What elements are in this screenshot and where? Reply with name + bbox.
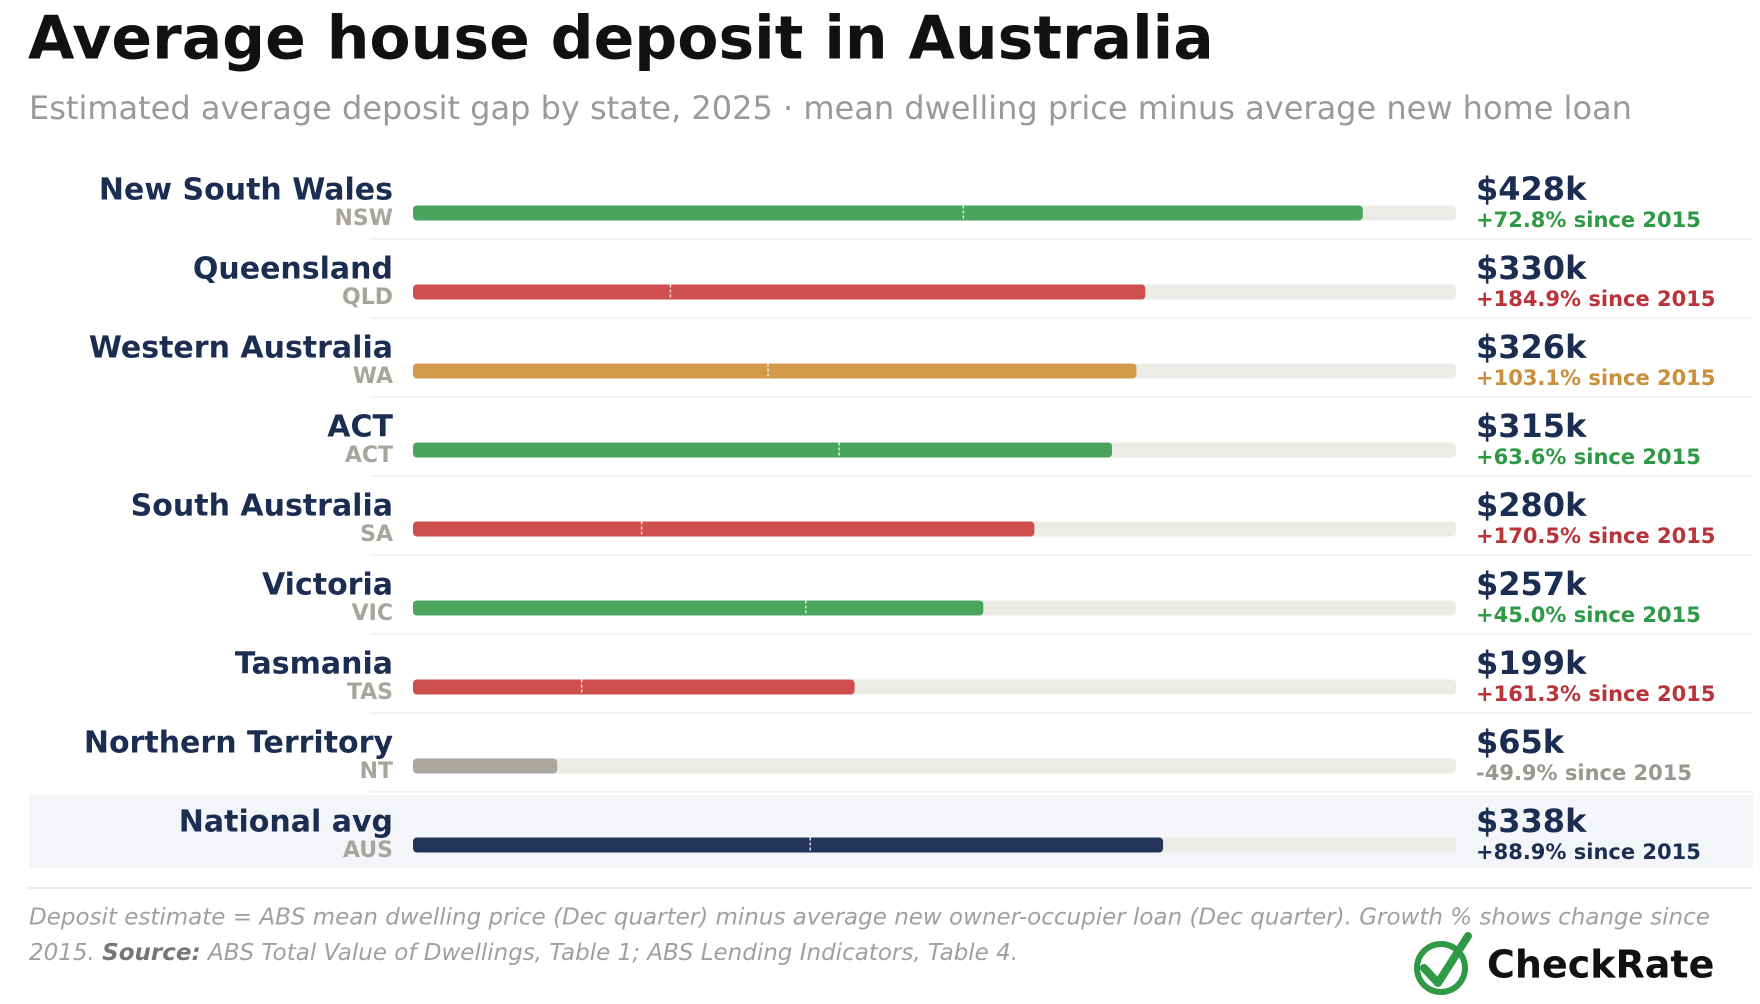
category-label: Tasmania [235, 647, 393, 682]
value-label: $315k [1476, 407, 1587, 445]
category-label: New South Wales [99, 173, 393, 208]
category-label: Queensland [193, 252, 393, 287]
chart-subtitle: Estimated average deposit gap by state, … [29, 89, 1632, 127]
category-code: TAS [347, 680, 393, 705]
category-label: National avg [179, 805, 393, 840]
category-code: WA [353, 364, 393, 389]
growth-label: +72.8% since 2015 [1476, 208, 1701, 232]
bar [413, 363, 1137, 379]
value-label: $428k [1476, 170, 1587, 208]
bar [413, 521, 1035, 537]
logo: CheckRate [1414, 932, 1714, 995]
growth-label: +63.6% since 2015 [1476, 445, 1701, 469]
growth-label: +161.3% since 2015 [1476, 682, 1715, 706]
value-label: $338k [1476, 802, 1587, 840]
logo-circle [1414, 941, 1468, 995]
category-label: South Australia [131, 489, 393, 524]
bar [413, 837, 1164, 853]
value-label: $330k [1476, 249, 1587, 287]
bar [413, 679, 855, 695]
bar [413, 600, 984, 616]
source: ABS Total Value of Dwellings, Table 1; A… [206, 940, 1018, 966]
footnote: Deposit estimate = ABS mean dwelling pri… [29, 905, 1710, 931]
source-line: 2015. Source: ABS Total Value of Dwellin… [29, 940, 1018, 966]
logo-check [1420, 932, 1472, 987]
category-code: NSW [334, 206, 393, 231]
growth-label: +170.5% since 2015 [1476, 524, 1715, 548]
brand: CheckRate [1487, 943, 1714, 987]
growth-label: +184.9% since 2015 [1476, 287, 1715, 311]
value-label: $280k [1476, 486, 1587, 524]
category-code: QLD [342, 285, 393, 310]
highlight-band [29, 795, 1753, 868]
value-label: $199k [1476, 644, 1587, 682]
growth-label: -49.9% since 2015 [1476, 761, 1692, 785]
category-code: ACT [345, 443, 393, 468]
category-label: ACT [327, 410, 393, 445]
category-code: VIC [352, 601, 393, 626]
bar [413, 758, 558, 774]
growth-label: +88.9% since 2015 [1476, 840, 1701, 864]
category-label: Northern Territory [84, 726, 394, 761]
value-label: $65k [1476, 723, 1565, 761]
category-code: AUS [343, 838, 393, 863]
value-label: $257k [1476, 565, 1587, 603]
value-label: $326k [1476, 328, 1587, 366]
category-code: NT [360, 759, 393, 784]
bar-track [413, 758, 1456, 774]
bar [413, 205, 1363, 221]
source-label: Source: [102, 940, 201, 966]
bar [413, 442, 1113, 458]
footnote-end: 2015. [29, 940, 95, 966]
category-label: Victoria [262, 568, 393, 603]
growth-label: +103.1% since 2015 [1476, 366, 1715, 390]
category-label: Western Australia [89, 331, 393, 366]
chart-title: Average house deposit in Australia [28, 4, 1214, 74]
category-code: SA [360, 522, 393, 547]
growth-label: +45.0% since 2015 [1476, 603, 1701, 627]
bar [413, 284, 1146, 300]
